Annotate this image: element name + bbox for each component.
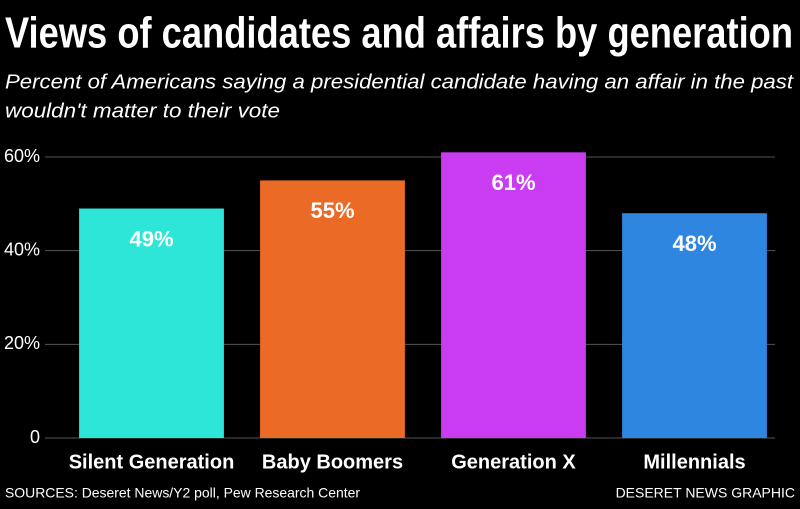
bar (260, 180, 405, 438)
x-tick-label: Millennials (643, 451, 745, 473)
source: SOURCES: Deseret News/Y2 poll, Pew Resea… (5, 485, 360, 501)
value-label: 49% (129, 226, 173, 251)
chart-title: Views of candidates and affairs by gener… (5, 9, 793, 58)
y-tick-label: 40% (4, 239, 40, 259)
credit: DESERET NEWS GRAPHIC (616, 485, 795, 501)
x-tick-label: Silent Generation (69, 451, 235, 473)
x-tick-label: Generation X (451, 451, 576, 473)
y-tick-label: 0 (30, 427, 40, 447)
value-label: 48% (672, 231, 716, 256)
value-label: 61% (491, 170, 535, 195)
x-tick-label: Baby Boomers (262, 451, 403, 473)
value-label: 55% (310, 198, 354, 223)
y-tick-label: 60% (4, 146, 40, 166)
bar (622, 213, 767, 438)
bar (441, 152, 586, 439)
chart-subtitle: wouldn't matter to their vote (5, 100, 280, 122)
bar (79, 208, 224, 438)
y-tick-label: 20% (4, 333, 40, 353)
chart-subtitle: Percent of Americans saying a presidenti… (5, 71, 795, 93)
